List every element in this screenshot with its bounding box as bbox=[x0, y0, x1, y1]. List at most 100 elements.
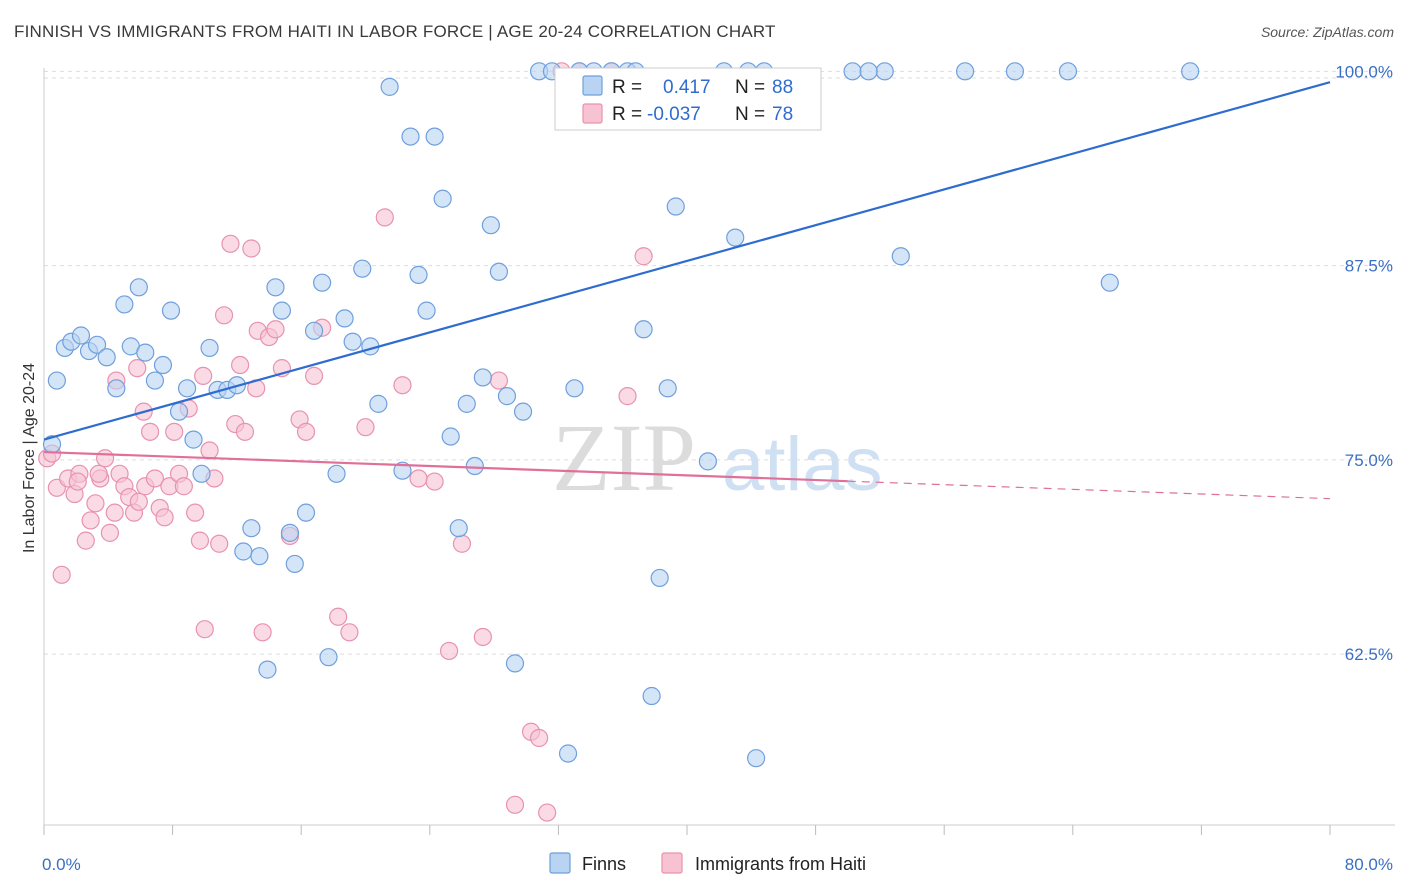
legend-r-value-2: -0.037 bbox=[647, 104, 701, 125]
haiti-point-32 bbox=[200, 441, 219, 460]
finns-point-13 bbox=[145, 371, 165, 390]
haiti-point-23 bbox=[155, 508, 174, 527]
haiti-point-12 bbox=[100, 523, 120, 542]
haiti-point-70 bbox=[634, 247, 653, 266]
legend-swatch-haiti bbox=[582, 103, 603, 124]
haiti-point-21 bbox=[145, 469, 165, 488]
axes bbox=[43, 68, 1395, 835]
finns-point-85 bbox=[859, 62, 878, 81]
finns-point-53 bbox=[473, 368, 492, 387]
finns-point-44 bbox=[401, 127, 420, 146]
finns-point-34 bbox=[312, 273, 332, 292]
haiti-point-30 bbox=[190, 531, 210, 550]
watermark-atlas: atlas bbox=[722, 422, 883, 507]
finns-point-33 bbox=[304, 321, 324, 340]
haiti-point-48 bbox=[296, 422, 316, 441]
watermark: ZIP atlas bbox=[552, 404, 883, 511]
finns-point-50 bbox=[449, 519, 468, 538]
legend-n-value-1: 88 bbox=[772, 77, 793, 98]
finns-point-69 bbox=[658, 379, 677, 398]
trend-line-haiti bbox=[43, 450, 848, 483]
legend-r-label-2: R = bbox=[612, 104, 642, 125]
x-tick-label-1: 80.0% bbox=[1345, 855, 1393, 874]
haiti-point-36 bbox=[221, 234, 240, 253]
finns-point-4 bbox=[71, 326, 91, 345]
haiti-point-42 bbox=[253, 623, 272, 642]
haiti-point-61 bbox=[489, 371, 509, 390]
haiti-point-62 bbox=[505, 795, 525, 814]
y-tick-labels: 100.0% 87.5% 75.0% 62.5% bbox=[1335, 62, 1393, 664]
finns-point-11 bbox=[129, 278, 148, 297]
y-tick-label-3: 62.5% bbox=[1345, 645, 1393, 664]
finns-point-51 bbox=[457, 394, 476, 413]
finns-point-78 bbox=[875, 62, 894, 81]
haiti-point-29 bbox=[186, 503, 205, 522]
haiti-point-34 bbox=[210, 534, 229, 553]
haiti-point-44 bbox=[266, 320, 285, 339]
finns-point-15 bbox=[161, 301, 181, 320]
haiti-point-18 bbox=[129, 492, 148, 511]
series-legend-label-finns: Finns bbox=[582, 854, 626, 874]
source-credit: Source: ZipAtlas.com bbox=[1260, 24, 1394, 40]
finns-point-25 bbox=[242, 519, 261, 538]
finns-point-81 bbox=[1005, 62, 1025, 81]
finns-point-73 bbox=[726, 228, 745, 247]
trend-lines bbox=[43, 81, 1331, 500]
legend-r-label-1: R = bbox=[612, 77, 642, 98]
finns-point-57 bbox=[505, 654, 525, 673]
legend-n-label-2: N = bbox=[735, 104, 765, 125]
haiti-point-77 bbox=[194, 366, 213, 386]
finns-point-66 bbox=[634, 320, 653, 339]
finns-point-37 bbox=[335, 309, 354, 328]
finns-point-62 bbox=[565, 379, 584, 398]
finns-point-77 bbox=[843, 62, 862, 81]
finns-point-61 bbox=[558, 744, 578, 763]
haiti-point-38 bbox=[231, 355, 250, 375]
finns-point-19 bbox=[192, 464, 211, 483]
legend-swatch-finns bbox=[582, 75, 603, 96]
finns-point-36 bbox=[327, 464, 346, 483]
haiti-point-57 bbox=[425, 472, 444, 491]
series-legend-swatch-haiti bbox=[661, 852, 683, 874]
chart-title: FINNISH VS IMMIGRANTS FROM HAITI IN LABO… bbox=[14, 22, 776, 41]
haiti-point-69 bbox=[618, 387, 637, 406]
haiti-point-9 bbox=[86, 494, 105, 513]
haiti-point-60 bbox=[473, 627, 492, 647]
finns-point-35 bbox=[319, 648, 338, 667]
trend-line-haiti-projection bbox=[847, 480, 1331, 500]
x-tick-label-0: 0.0% bbox=[42, 855, 81, 874]
haiti-point-8 bbox=[81, 511, 100, 530]
finns-point-42 bbox=[380, 77, 399, 96]
watermark-zip: ZIP bbox=[552, 404, 696, 511]
finns-point-30 bbox=[280, 523, 300, 542]
finns-point-9 bbox=[115, 295, 134, 314]
finns-point-32 bbox=[296, 503, 316, 522]
finns-point-47 bbox=[425, 127, 444, 146]
finns-point-80 bbox=[955, 62, 975, 81]
y-axis-title: In Labor Force | Age 20-24 bbox=[21, 363, 38, 553]
finns-point-46 bbox=[417, 301, 436, 320]
trend-line-finns bbox=[43, 81, 1331, 441]
haiti-point-72 bbox=[128, 359, 147, 378]
finns-point-70 bbox=[666, 197, 685, 216]
haiti-point-31 bbox=[195, 620, 214, 639]
haiti-point-51 bbox=[329, 607, 348, 626]
haiti-point-11 bbox=[95, 449, 115, 468]
finns-point-7 bbox=[97, 348, 116, 367]
finns-point-83 bbox=[1100, 273, 1119, 292]
legend-r-value-1: 0.417 bbox=[663, 77, 711, 98]
finns-point-20 bbox=[200, 338, 219, 358]
series-legend: Finns Immigrants from Haiti bbox=[549, 852, 866, 874]
haiti-point-52 bbox=[340, 623, 359, 642]
finns-point-55 bbox=[489, 262, 509, 281]
y-tick-label-0: 100.0% bbox=[1335, 62, 1393, 81]
finns-point-29 bbox=[272, 301, 292, 320]
haiti-point-49 bbox=[304, 366, 324, 386]
finns-point-49 bbox=[441, 427, 460, 446]
finns-point-84 bbox=[1181, 62, 1200, 81]
haiti-point-7 bbox=[76, 531, 95, 550]
finns-point-16 bbox=[169, 402, 189, 421]
haiti-point-39 bbox=[235, 422, 255, 441]
haiti-point-27 bbox=[174, 477, 193, 496]
finns-point-38 bbox=[343, 332, 362, 351]
